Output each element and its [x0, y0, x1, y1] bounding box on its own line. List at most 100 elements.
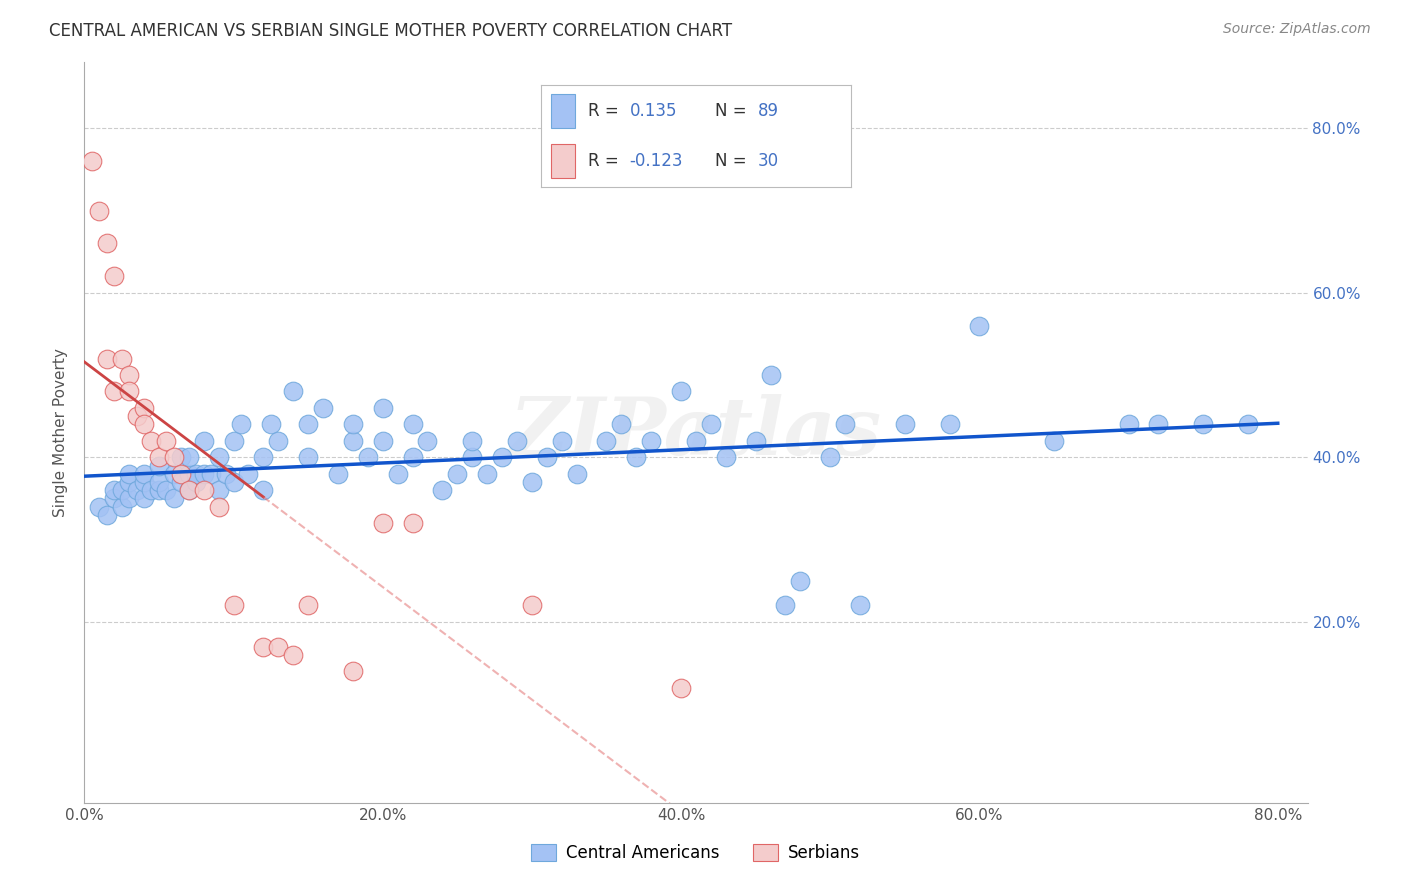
Point: [536, 450, 558, 465]
Point: [252, 483, 274, 498]
Point: [148, 483, 170, 498]
Point: [222, 599, 245, 613]
Point: [834, 417, 856, 432]
Point: [103, 269, 125, 284]
Point: [111, 351, 134, 366]
Text: R =: R =: [588, 152, 624, 169]
Point: [326, 467, 349, 481]
Y-axis label: Single Mother Poverty: Single Mother Poverty: [53, 348, 69, 517]
Point: [118, 491, 141, 506]
Point: [610, 417, 633, 432]
Point: [252, 450, 274, 465]
Point: [267, 434, 290, 448]
Point: [565, 467, 588, 481]
Point: [461, 450, 484, 465]
Text: R =: R =: [588, 103, 624, 120]
Point: [759, 368, 782, 382]
Point: [125, 483, 148, 498]
Point: [96, 508, 118, 522]
Point: [132, 417, 155, 432]
Point: [416, 434, 439, 448]
Point: [446, 467, 468, 481]
Point: [744, 434, 766, 448]
Point: [229, 417, 252, 432]
Point: [1147, 417, 1170, 432]
Legend: Central Americans, Serbians: Central Americans, Serbians: [524, 837, 868, 869]
Point: [342, 664, 364, 678]
Point: [969, 318, 991, 333]
Point: [207, 500, 229, 514]
Point: [260, 417, 283, 432]
Point: [461, 434, 484, 448]
Point: [141, 434, 163, 448]
Point: [775, 599, 797, 613]
Point: [222, 475, 245, 489]
Text: 0.135: 0.135: [630, 103, 676, 120]
Point: [714, 450, 737, 465]
Point: [401, 417, 423, 432]
Point: [155, 483, 177, 498]
Point: [132, 401, 155, 415]
Text: 30: 30: [758, 152, 779, 169]
Point: [432, 483, 454, 498]
Point: [163, 450, 186, 465]
Point: [103, 384, 125, 399]
Point: [551, 434, 574, 448]
Point: [789, 574, 811, 588]
Point: [118, 467, 141, 481]
Point: [193, 483, 215, 498]
Point: [96, 351, 118, 366]
Point: [1118, 417, 1140, 432]
Point: [849, 599, 872, 613]
Point: [401, 450, 423, 465]
Point: [238, 467, 260, 481]
Point: [222, 434, 245, 448]
Point: [118, 368, 141, 382]
Point: [186, 475, 208, 489]
Text: N =: N =: [714, 103, 751, 120]
Point: [1237, 417, 1260, 432]
Point: [520, 599, 543, 613]
Point: [520, 475, 543, 489]
Point: [267, 640, 290, 654]
Text: CENTRAL AMERICAN VS SERBIAN SINGLE MOTHER POVERTY CORRELATION CHART: CENTRAL AMERICAN VS SERBIAN SINGLE MOTHE…: [49, 22, 733, 40]
Point: [1192, 417, 1215, 432]
Point: [177, 483, 200, 498]
Point: [215, 467, 238, 481]
Point: [626, 450, 648, 465]
Point: [163, 467, 186, 481]
Point: [177, 483, 200, 498]
Point: [357, 450, 380, 465]
Point: [371, 401, 394, 415]
Point: [148, 475, 170, 489]
Point: [283, 648, 305, 662]
Point: [342, 434, 364, 448]
Point: [163, 491, 186, 506]
Point: [640, 434, 662, 448]
Text: N =: N =: [714, 152, 751, 169]
Point: [207, 483, 229, 498]
Text: 89: 89: [758, 103, 779, 120]
Point: [506, 434, 529, 448]
Point: [200, 467, 222, 481]
Point: [1043, 434, 1066, 448]
Point: [170, 467, 193, 481]
Point: [118, 475, 141, 489]
Point: [132, 491, 155, 506]
Point: [80, 154, 103, 169]
Point: [595, 434, 617, 448]
Text: ZIPatlas: ZIPatlas: [510, 394, 882, 471]
Point: [111, 500, 134, 514]
Point: [177, 450, 200, 465]
Point: [111, 483, 134, 498]
Point: [132, 467, 155, 481]
Point: [818, 450, 841, 465]
Point: [252, 640, 274, 654]
Point: [103, 483, 125, 498]
Point: [894, 417, 917, 432]
Point: [297, 417, 319, 432]
Point: [491, 450, 513, 465]
Point: [155, 434, 177, 448]
Point: [141, 483, 163, 498]
Point: [669, 681, 692, 695]
